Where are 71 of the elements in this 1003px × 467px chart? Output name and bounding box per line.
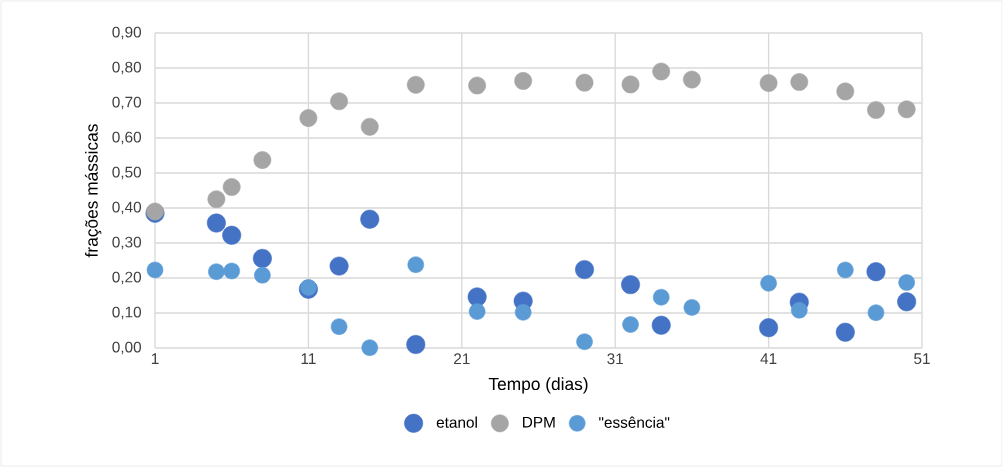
point (652, 62, 671, 81)
x-tick-label: 41 (760, 353, 777, 364)
x-tick-label: 51 (914, 353, 930, 365)
x-tick-label: 31 (607, 353, 623, 365)
point (468, 303, 486, 320)
y-tick-label: 0,20 (112, 271, 142, 285)
point (837, 261, 854, 279)
point (621, 275, 641, 295)
point (208, 263, 225, 280)
y-tick-label: 0,10 (112, 306, 142, 320)
point (791, 301, 808, 319)
y-tick-label: 0,40 (112, 201, 142, 215)
point (652, 288, 670, 306)
point (790, 73, 809, 91)
y-tick-label: 0,60 (112, 131, 142, 145)
point (760, 274, 777, 292)
point (836, 82, 855, 101)
point (835, 322, 855, 342)
point (330, 92, 348, 111)
point (576, 333, 593, 350)
x-tick-label: 21 (454, 353, 470, 365)
point (622, 316, 639, 333)
legend-label: DPM (523, 416, 555, 428)
point (467, 287, 487, 307)
point (206, 213, 226, 233)
point (468, 76, 487, 95)
y-tick-label: 0,80 (112, 61, 142, 75)
point (146, 261, 164, 279)
point (897, 292, 917, 312)
point (254, 266, 271, 284)
point (406, 75, 425, 94)
point (299, 109, 318, 127)
y-tick-label: 0,90 (112, 26, 142, 40)
point (407, 256, 425, 273)
point (252, 248, 272, 268)
point (361, 339, 379, 356)
legend-label: "essência" (599, 416, 670, 428)
point (223, 262, 240, 280)
point (360, 117, 379, 136)
point (222, 225, 242, 245)
point (360, 209, 380, 229)
y-tick-label: 0,50 (112, 166, 142, 180)
point (897, 100, 916, 119)
point (222, 178, 241, 196)
point (330, 318, 348, 335)
point (683, 299, 701, 316)
point (898, 274, 915, 291)
point (866, 262, 886, 282)
y-tick-label: 0,70 (112, 96, 142, 110)
point (575, 73, 594, 92)
point (514, 72, 533, 90)
y-tick-label: 0,30 (112, 236, 142, 250)
x-tick-label: 11 (301, 353, 316, 364)
x-tick-label: 1 (151, 353, 159, 364)
y-axis-title: frações mássicas (84, 124, 102, 258)
point (329, 256, 349, 276)
point (621, 75, 640, 94)
point (207, 190, 226, 209)
point (683, 70, 701, 89)
point (406, 335, 426, 354)
point (867, 101, 885, 119)
legend-label: etanol (436, 416, 477, 428)
x-axis-title: Tempo (dias) (488, 377, 588, 394)
point (867, 304, 885, 321)
point (759, 318, 779, 338)
point (759, 74, 778, 92)
point (253, 151, 272, 169)
point (575, 260, 594, 280)
point (651, 315, 671, 335)
y-tick-label: 0,00 (112, 341, 142, 355)
point (514, 304, 532, 321)
